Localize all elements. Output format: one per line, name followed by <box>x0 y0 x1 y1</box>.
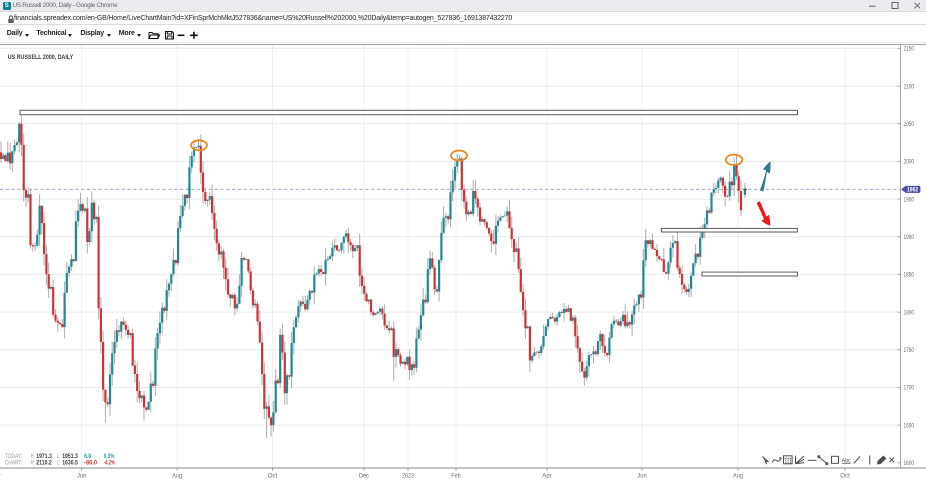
svg-text:2000: 2000 <box>904 159 915 166</box>
svg-text:Oct: Oct <box>840 473 850 480</box>
svg-text:1630.5: 1630.5 <box>62 461 78 467</box>
svg-text:CHART:: CHART: <box>5 461 22 467</box>
svg-text:Aug: Aug <box>172 473 182 480</box>
svg-text:1850: 1850 <box>904 272 915 279</box>
svg-text:US RUSSELL 2000, DAILY: US RUSSELL 2000, DAILY <box>8 54 74 61</box>
svg-text:Feb: Feb <box>451 473 461 480</box>
svg-text:1971.3: 1971.3 <box>36 454 52 460</box>
svg-text:2100: 2100 <box>904 83 915 90</box>
svg-text:Aug: Aug <box>733 473 743 480</box>
svg-text:1900: 1900 <box>904 234 915 241</box>
svg-text:1600: 1600 <box>904 460 915 467</box>
svg-text:1962: 1962 <box>907 188 919 194</box>
svg-text:H:: H: <box>31 461 35 467</box>
svg-text:1950: 1950 <box>904 196 915 203</box>
svg-text:Apr: Apr <box>542 473 552 480</box>
svg-text:2150: 2150 <box>904 46 915 53</box>
svg-text:H:: H: <box>31 454 35 460</box>
svg-text:2023: 2023 <box>402 473 414 480</box>
svg-text:Jun: Jun <box>77 473 87 480</box>
svg-text:1800: 1800 <box>904 309 915 316</box>
svg-text:Jun: Jun <box>637 473 647 480</box>
svg-text:L:: L: <box>57 454 61 460</box>
svg-text:2110.2: 2110.2 <box>36 461 52 467</box>
svg-text:1700: 1700 <box>904 385 915 392</box>
svg-text:0.3%: 0.3% <box>104 454 115 460</box>
svg-text:-4.2%: -4.2% <box>104 461 115 467</box>
svg-text:Oct: Oct <box>268 473 278 480</box>
svg-text:6.8: 6.8 <box>84 454 92 460</box>
svg-text:2050: 2050 <box>904 121 915 128</box>
svg-text:1750: 1750 <box>904 347 915 354</box>
svg-text:1650: 1650 <box>904 422 915 429</box>
svg-text:Abc: Abc <box>842 457 851 464</box>
svg-text:1951.3: 1951.3 <box>62 454 78 460</box>
svg-text:-86.0: -86.0 <box>84 461 98 467</box>
svg-text:L:: L: <box>57 461 61 467</box>
svg-text:Dec: Dec <box>359 473 370 480</box>
svg-text:Apr: Apr <box>0 473 1 480</box>
svg-text:TODAY:: TODAY: <box>5 454 22 460</box>
